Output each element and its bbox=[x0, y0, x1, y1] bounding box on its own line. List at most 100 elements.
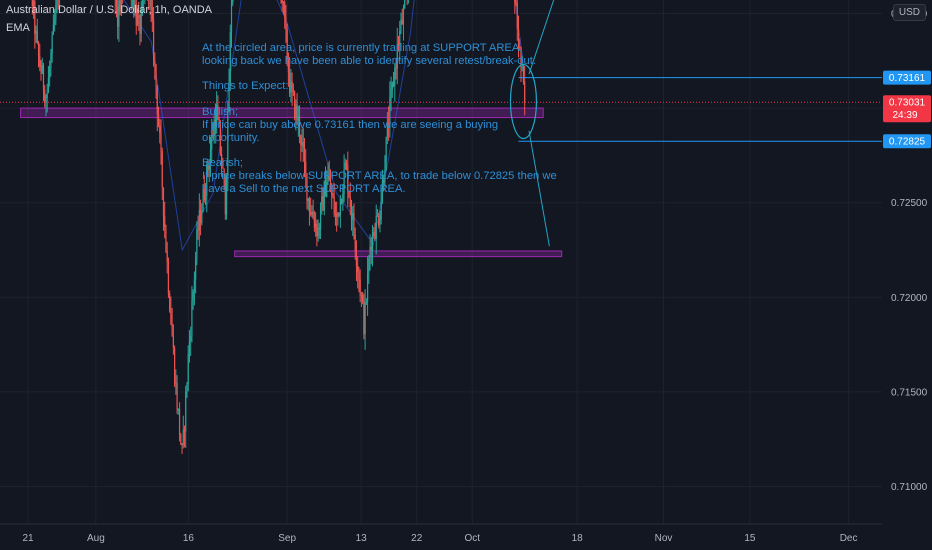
candle-body bbox=[292, 89, 294, 92]
indicator-label[interactable]: EMA bbox=[6, 22, 30, 34]
price-axis-bg[interactable] bbox=[882, 0, 932, 550]
candle-body bbox=[301, 142, 303, 146]
candle-body bbox=[307, 198, 309, 202]
candle-body bbox=[150, 0, 152, 8]
candle-body bbox=[331, 191, 333, 195]
candle-body bbox=[198, 209, 200, 231]
highlight-circle[interactable] bbox=[509, 63, 538, 140]
candle-body bbox=[50, 53, 52, 69]
candle-body bbox=[209, 149, 212, 166]
candle-body bbox=[37, 42, 40, 56]
candle-body bbox=[181, 444, 183, 446]
candle-body bbox=[193, 279, 196, 292]
annotation-line: If price breaks below SUPPORT AREA, to t… bbox=[202, 169, 557, 182]
level-badge-upper: 0.73161 bbox=[889, 73, 926, 84]
support-zones bbox=[20, 107, 563, 258]
candle-body bbox=[187, 353, 189, 384]
projection-arrow[interactable] bbox=[528, 130, 550, 247]
candle-body bbox=[49, 68, 51, 78]
candle-body bbox=[54, 20, 56, 25]
candle-body bbox=[315, 223, 317, 228]
time-tick-label: Dec bbox=[840, 533, 858, 544]
annotation-line: If price can buy above 0.73161 then we a… bbox=[202, 118, 499, 131]
candle-body bbox=[134, 3, 136, 11]
candle-body bbox=[328, 175, 330, 180]
candle-body bbox=[386, 123, 388, 137]
candle-body bbox=[524, 81, 526, 103]
candle-body bbox=[352, 212, 354, 220]
candle-body bbox=[115, 0, 118, 7]
candle-body bbox=[317, 227, 319, 237]
candle-body bbox=[293, 91, 296, 119]
candle-body bbox=[151, 7, 153, 21]
annotation-line bbox=[202, 144, 562, 157]
candle-body bbox=[34, 1, 36, 34]
candle-body bbox=[337, 212, 339, 217]
candle-body bbox=[141, 0, 144, 8]
candle-body bbox=[139, 17, 141, 34]
candle-body bbox=[157, 114, 160, 127]
ema-polyline[interactable] bbox=[19, 0, 526, 252]
candle-body bbox=[397, 43, 400, 46]
candle-body bbox=[165, 227, 167, 252]
candle-body bbox=[212, 134, 214, 137]
currency-button[interactable]: USD bbox=[892, 4, 926, 21]
support-zone[interactable] bbox=[20, 107, 544, 119]
candle-body bbox=[46, 92, 48, 99]
candle-body bbox=[167, 262, 170, 294]
candle-body bbox=[350, 207, 353, 220]
annotation-line: Bearish; bbox=[202, 157, 244, 170]
candle-body bbox=[401, 19, 403, 25]
candle-body bbox=[161, 151, 163, 188]
candle-body bbox=[170, 310, 172, 324]
candle-body bbox=[319, 205, 322, 229]
candle-body bbox=[379, 219, 381, 226]
annotation-line: opportunity. bbox=[202, 131, 260, 144]
candle-body bbox=[290, 81, 292, 93]
candle-body bbox=[375, 215, 377, 239]
candle-body bbox=[177, 408, 179, 411]
candle-body bbox=[362, 295, 364, 302]
bar-countdown: 24:39 bbox=[892, 110, 917, 121]
time-tick-label: 13 bbox=[356, 533, 368, 544]
candle-body bbox=[119, 0, 121, 12]
annotation-line: At the circled area, price is currently … bbox=[202, 42, 523, 54]
candle-body bbox=[373, 232, 375, 236]
projection-arrow[interactable] bbox=[528, 0, 559, 75]
candle-body bbox=[308, 198, 311, 213]
candle-body bbox=[35, 30, 37, 34]
candle-body bbox=[349, 197, 351, 208]
candle-body bbox=[120, 0, 123, 12]
candle-body bbox=[190, 336, 192, 342]
candle-body bbox=[344, 162, 346, 169]
candle-body bbox=[32, 1, 35, 7]
candle-body bbox=[224, 179, 226, 215]
candle-body bbox=[201, 211, 203, 224]
candle-body bbox=[118, 0, 120, 27]
candle-body bbox=[388, 123, 390, 128]
candle-body bbox=[135, 3, 137, 26]
time-axis: 21 Aug 16 Sep 13 22 Oct 18 Nov 15 Dec bbox=[0, 523, 882, 544]
candle-body bbox=[519, 46, 521, 48]
candle-body bbox=[225, 176, 228, 215]
candle-body bbox=[229, 32, 231, 84]
candle-body bbox=[140, 7, 142, 34]
annotation-line: looking back we have been able to identi… bbox=[202, 54, 536, 67]
candle-body bbox=[171, 323, 173, 336]
candle-body bbox=[227, 110, 229, 177]
support-zone[interactable] bbox=[234, 250, 563, 258]
candle-body bbox=[369, 247, 371, 259]
candle-body bbox=[287, 59, 290, 73]
candle-body bbox=[155, 64, 157, 88]
candle-body bbox=[296, 104, 298, 121]
candle-body bbox=[342, 193, 344, 204]
candle-body bbox=[282, 1, 285, 3]
candle-body bbox=[394, 67, 396, 86]
candle-body bbox=[365, 301, 367, 303]
candle-body bbox=[185, 391, 187, 432]
time-tick-label: 15 bbox=[744, 533, 756, 544]
candle-body bbox=[45, 98, 47, 103]
level-badge-lower-bg bbox=[883, 134, 931, 149]
candle-body bbox=[232, 0, 234, 4]
